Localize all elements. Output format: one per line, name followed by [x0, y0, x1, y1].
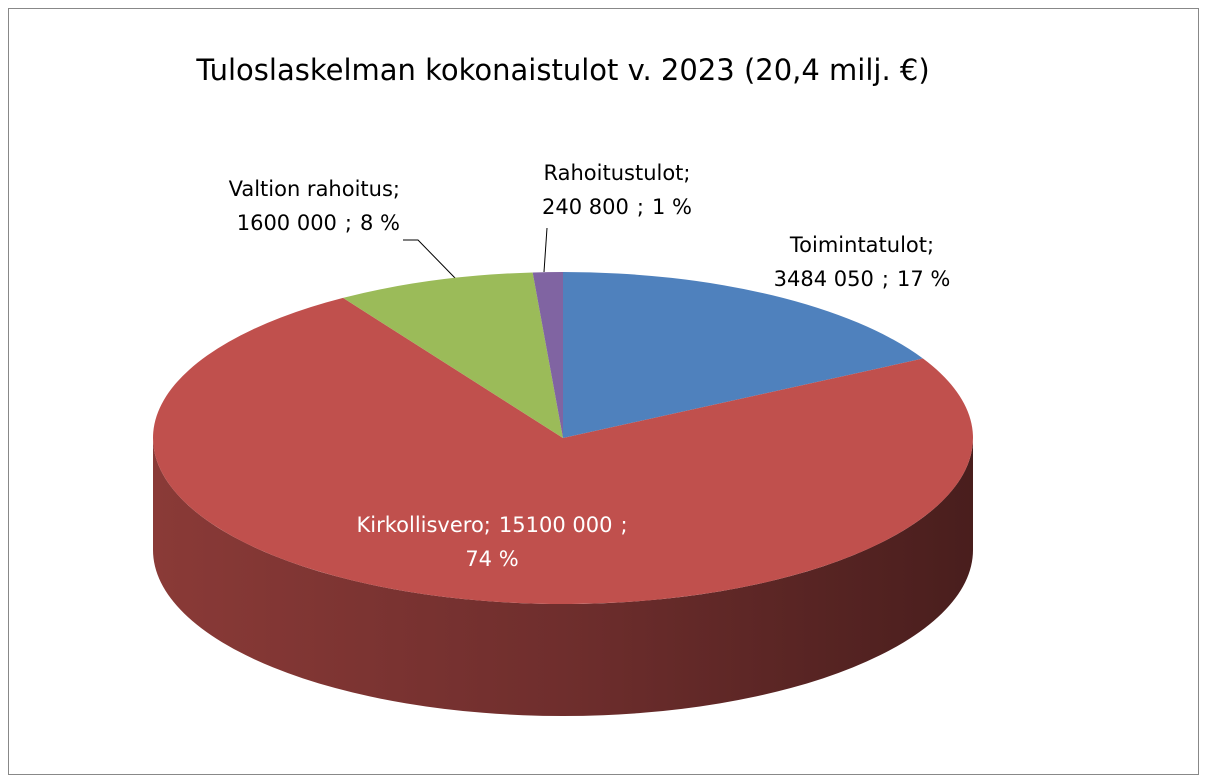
label-separator: ; [683, 161, 690, 185]
chart-title: Tuloslaskelman kokonaistulot v. 2023 (20… [195, 53, 929, 87]
slice [152, 297, 973, 604]
label-separator: ; [484, 513, 491, 537]
data-label: Rahoitustulot; 240 800; 1 % [542, 161, 692, 219]
label-category: Valtion rahoitus [229, 177, 393, 201]
label-separator: ; [620, 513, 627, 537]
label-value: 3484 050 [774, 267, 874, 291]
slice [532, 272, 563, 438]
label-value: 240 800 [542, 195, 629, 219]
data-label: Valtion rahoitus; 1600 000; 8 % [229, 177, 400, 235]
label-percent: 74 % [465, 547, 518, 571]
label-percent: 8 % [360, 211, 400, 235]
data-label: Toimintatulot; 3484 050; 17 % [774, 233, 951, 291]
label-separator: ; [882, 267, 889, 291]
label-separator: ; [393, 177, 400, 201]
label-value: 1600 000 [237, 211, 337, 235]
label-value: 15100 000 [499, 513, 613, 537]
slice [343, 272, 563, 438]
label-separator: ; [345, 211, 352, 235]
data-label: Kirkollisvero; 15100 000; 74 % [356, 513, 627, 571]
slice-side [153, 438, 973, 716]
label-category: Rahoitustulot [543, 161, 683, 185]
leader-line [543, 227, 548, 273]
label-percent: 17 % [897, 267, 950, 291]
label-separator: ; [927, 233, 934, 257]
label-category: Toimintatulot [789, 233, 927, 257]
label-percent: 1 % [652, 195, 692, 219]
label-separator: ; [637, 195, 644, 219]
label-category: Kirkollisvero [356, 513, 483, 537]
leader-line [403, 239, 457, 280]
slice [563, 272, 924, 438]
